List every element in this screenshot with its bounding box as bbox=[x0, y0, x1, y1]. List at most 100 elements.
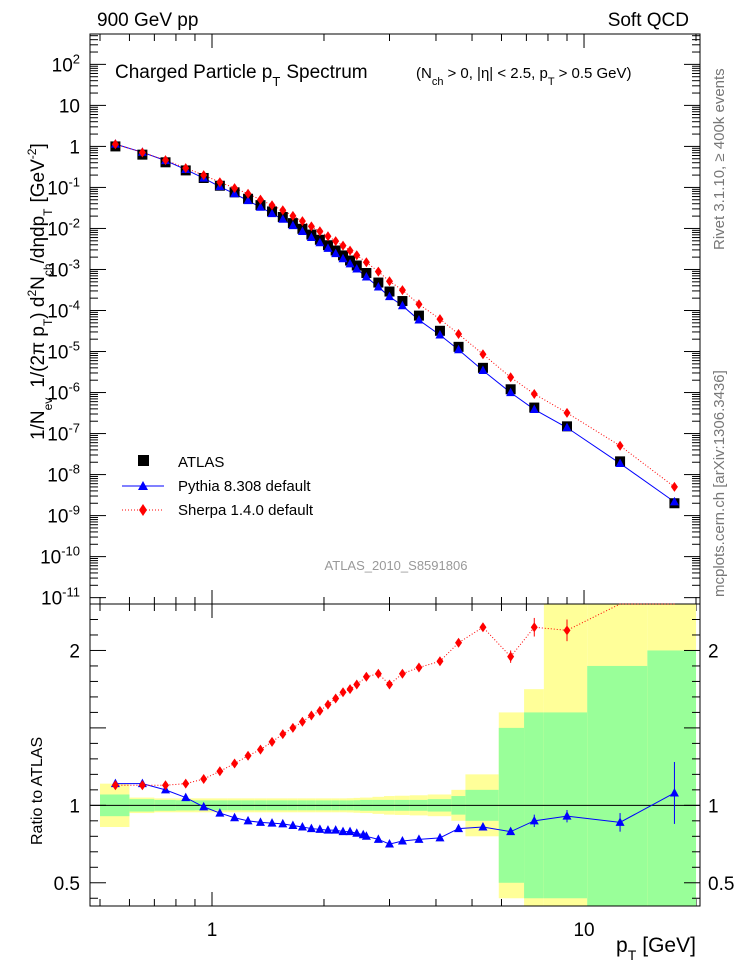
ratio-pythia-point bbox=[384, 839, 394, 848]
ratio-sherpa-point bbox=[455, 637, 463, 648]
legend-atlas-label: ATLAS bbox=[178, 454, 224, 471]
sherpa-line bbox=[115, 143, 675, 488]
ratio-sherpa-point bbox=[530, 622, 538, 633]
ratio-pythia-point bbox=[315, 824, 325, 833]
ratio-sherpa-point bbox=[374, 668, 382, 679]
sherpa-point bbox=[216, 177, 224, 188]
sherpa-point bbox=[268, 200, 276, 211]
atlas-point bbox=[384, 286, 395, 297]
ratio-pythia-point bbox=[255, 817, 265, 826]
y-tick-label: 102 bbox=[52, 51, 80, 76]
pythia-point bbox=[288, 220, 298, 230]
ratio-pythia-point bbox=[230, 812, 240, 822]
ratio-sherpa-point bbox=[346, 684, 354, 695]
pythia-point bbox=[278, 214, 288, 223]
y-tick-label: 10-6 bbox=[47, 380, 80, 405]
ratio-pythia-point bbox=[199, 801, 209, 811]
ratio-sherpa-point bbox=[339, 687, 347, 698]
ratio-sherpa-point bbox=[162, 780, 170, 791]
ratio-y-tick-label: 1 bbox=[69, 796, 80, 817]
sherpa-point bbox=[332, 236, 340, 247]
ratio-pythia-point bbox=[352, 828, 362, 837]
ratio-pythia-point bbox=[323, 825, 333, 834]
ratio-sherpa-point bbox=[200, 774, 208, 785]
y-tick-label: 10-5 bbox=[47, 339, 80, 364]
pythia-point bbox=[255, 202, 265, 211]
y-tick-label: 10-1 bbox=[47, 174, 80, 199]
ratio-pythia-point bbox=[454, 823, 464, 833]
sherpa-point bbox=[244, 188, 252, 199]
sherpa-point bbox=[415, 299, 423, 310]
pythia-point bbox=[352, 264, 362, 273]
sherpa-point bbox=[530, 388, 538, 399]
sherpa-point bbox=[436, 314, 444, 325]
legend-sherpa-label: Sherpa 1.4.0 default bbox=[178, 502, 314, 519]
pythia-line bbox=[115, 143, 675, 503]
pythia-point bbox=[323, 243, 333, 252]
ratio-pythia-point bbox=[288, 820, 298, 829]
pythia-point bbox=[454, 344, 464, 354]
side-upper: Rivet 3.1.10, ≥ 400k events bbox=[711, 68, 728, 250]
ratio-pythia-point bbox=[297, 822, 307, 831]
pythia-point bbox=[338, 253, 348, 263]
sherpa-point bbox=[362, 257, 370, 268]
pythia-point bbox=[669, 496, 679, 506]
ratio-pythia-point bbox=[243, 815, 253, 825]
analysis-tag: ATLAS_2010_S8591806 bbox=[325, 558, 468, 573]
ratio-sherpa-point bbox=[316, 705, 324, 716]
pythia-point bbox=[331, 248, 341, 258]
chart-subtitle: (Nch > 0, |η| < 2.5, pT > 0.5 GeV) bbox=[416, 65, 632, 88]
pythia-point bbox=[243, 195, 253, 205]
sherpa-point bbox=[307, 221, 315, 232]
y-tick-label: 10-11 bbox=[41, 585, 80, 610]
ratio-sherpa-point bbox=[332, 693, 340, 704]
sherpa-point bbox=[138, 147, 146, 158]
y-tick-label: 10-2 bbox=[47, 215, 80, 240]
y-tick-label: 10-4 bbox=[47, 297, 80, 322]
ratio-pythia-point bbox=[181, 792, 191, 802]
legend: ATLAS Pythia 8.308 default Sherpa 1.4.0 … bbox=[122, 454, 314, 519]
x-axis-label: pT [GeV] bbox=[616, 934, 696, 963]
pythia-point bbox=[435, 329, 445, 339]
ratio-pythia-point bbox=[562, 811, 572, 820]
y-tick-label: 10-3 bbox=[47, 256, 80, 281]
pythia-point bbox=[297, 226, 307, 236]
sherpa-point bbox=[385, 276, 393, 287]
sherpa-point bbox=[374, 266, 382, 277]
pythia-point bbox=[384, 291, 394, 301]
ratio-sherpa-point bbox=[507, 651, 515, 662]
x-tick-label: 1 bbox=[207, 920, 218, 941]
pythia-point bbox=[529, 404, 539, 413]
sherpa-point bbox=[200, 170, 208, 181]
ratio-sherpa-point bbox=[111, 780, 119, 791]
ratio-sherpa-point bbox=[289, 722, 297, 733]
pythia-point bbox=[361, 271, 371, 281]
sherpa-point bbox=[507, 372, 515, 383]
sherpa-point bbox=[182, 163, 190, 174]
sherpa-point bbox=[316, 226, 324, 237]
ratio-sherpa-point bbox=[324, 699, 332, 710]
y-tick-label: 10-8 bbox=[47, 462, 80, 487]
sherpa-point bbox=[455, 329, 463, 340]
ratio-sherpa-point bbox=[138, 780, 146, 791]
ratio-sherpa-point bbox=[398, 668, 406, 679]
pythia-point bbox=[414, 315, 424, 324]
ratio-sherpa-point bbox=[231, 758, 239, 769]
pythia-point bbox=[397, 300, 407, 310]
ratio-sherpa-point bbox=[256, 744, 264, 755]
ratio-panel: 1 10 0.5 0.5 1 1 2 2 bbox=[54, 603, 734, 941]
ratio-y-tick-label-right: 0.5 bbox=[708, 874, 734, 895]
ratio-pythia-point bbox=[435, 832, 445, 842]
sherpa-point bbox=[324, 231, 332, 242]
ratio-sherpa-point bbox=[182, 778, 190, 789]
legend-sherpa-marker bbox=[139, 504, 147, 516]
legend-pythia-marker bbox=[138, 481, 148, 490]
sherpa-point bbox=[346, 245, 354, 256]
ratio-frame bbox=[89, 603, 701, 907]
ratio-y-tick-label-right: 1 bbox=[708, 796, 719, 817]
ratio-pythia-point bbox=[215, 808, 225, 817]
sherpa-point bbox=[339, 240, 347, 251]
ratio-sherpa-point bbox=[216, 766, 224, 777]
pythia-point bbox=[345, 258, 355, 268]
